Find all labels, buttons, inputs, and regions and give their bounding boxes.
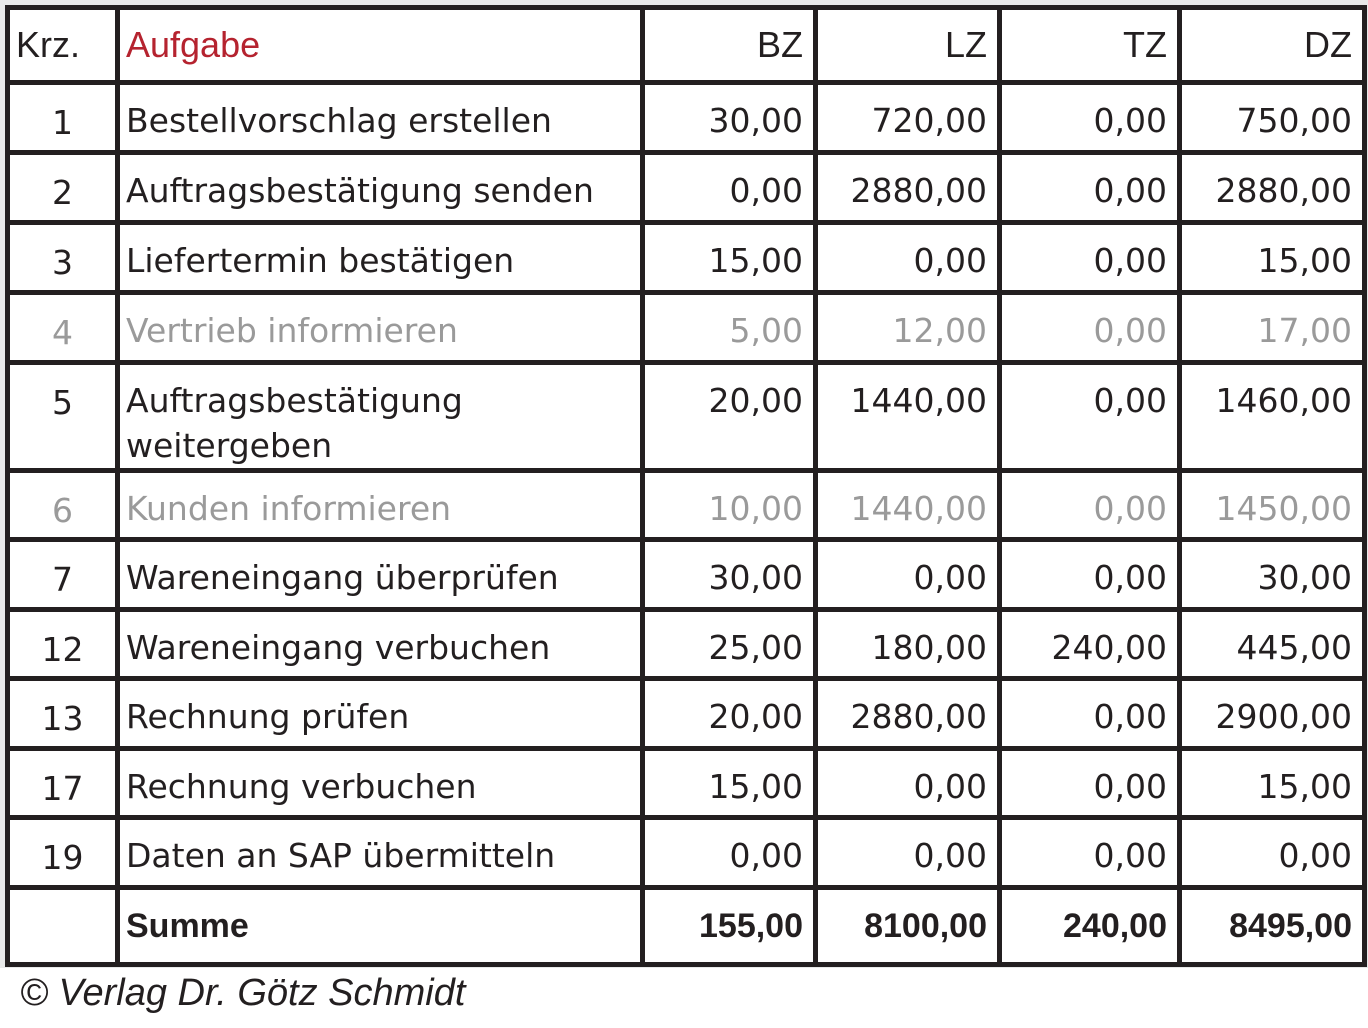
row-aufgabe: Bestellvorschlag erstellen	[115, 80, 645, 155]
row-krz: 17	[5, 746, 120, 821]
row-lz: 0,00	[813, 220, 1002, 295]
row-lz: 0,00	[813, 537, 1002, 613]
header-bz: BZ	[640, 5, 818, 85]
row-bz: 10,00	[640, 468, 818, 543]
row-lz: 1440,00	[813, 359, 1002, 474]
row-tz: 0,00	[997, 746, 1182, 821]
task-time-table: Krz. Aufgabe BZ LZ TZ DZ 1 Bestellvorschl…	[5, 5, 1367, 968]
row-lz: 0,00	[813, 815, 1002, 891]
row-aufgabe: Auftragsbestätigung senden	[115, 150, 645, 225]
sum-lz: 8100,00	[813, 885, 1002, 968]
row-krz: 2	[5, 150, 120, 225]
header-aufgabe: Aufgabe	[115, 5, 645, 85]
row-dz: 1460,00	[1177, 359, 1367, 474]
row-aufgabe: Wareneingang überprüfen	[115, 537, 645, 613]
row-bz: 20,00	[640, 359, 818, 474]
table-row: 1 Bestellvorschlag erstellen 30,00 720,00 0,…	[5, 80, 1367, 155]
row-tz: 0,00	[997, 80, 1182, 155]
table-row: 6 Kunden informieren 10,00 1440,00 0,00 1450,…	[5, 468, 1367, 543]
row-krz: 19	[5, 815, 120, 891]
row-krz: 4	[5, 290, 120, 365]
sum-krz	[5, 885, 120, 968]
table-row: 5 Auftragsbestätigung weitergeben 20,00 144…	[5, 359, 1367, 474]
row-bz: 5,00	[640, 290, 818, 365]
row-krz: 7	[5, 537, 120, 613]
header-dz: DZ	[1177, 5, 1367, 85]
row-bz: 20,00	[640, 676, 818, 752]
row-tz: 0,00	[997, 359, 1182, 474]
row-aufgabe: Wareneingang verbuchen	[115, 607, 645, 682]
row-krz: 13	[5, 676, 120, 752]
row-dz: 15,00	[1177, 220, 1367, 295]
table-row: 19 Daten an SAP übermitteln 0,00 0,00 0,00 0,…	[5, 815, 1367, 891]
row-tz: 0,00	[997, 676, 1182, 752]
row-krz: 12	[5, 607, 120, 682]
row-dz: 15,00	[1177, 746, 1367, 821]
row-tz: 0,00	[997, 220, 1182, 295]
table-row: 7 Wareneingang überprüfen 30,00 0,00 0,00 30,…	[5, 537, 1367, 613]
row-bz: 30,00	[640, 537, 818, 613]
row-bz: 0,00	[640, 150, 818, 225]
table-row: 4 Vertrieb informieren 5,00 12,00 0,00 17,00	[5, 290, 1367, 365]
table-row: 13 Rechnung prüfen 20,00 2880,00 0,00 2900,00	[5, 676, 1367, 752]
sum-row: Summe 155,00 8100,00 240,00 8495,00	[5, 885, 1367, 968]
row-dz: 750,00	[1177, 80, 1367, 155]
row-aufgabe: Rechnung verbuchen	[115, 746, 645, 821]
copyright-footer: © Verlag Dr. Götz Schmidt	[20, 972, 466, 1014]
table-row: 3 Liefertermin bestätigen 15,00 0,00 0,00 15,…	[5, 220, 1367, 295]
row-dz: 445,00	[1177, 607, 1367, 682]
row-dz: 1450,00	[1177, 468, 1367, 543]
row-tz: 240,00	[997, 607, 1182, 682]
row-aufgabe: Rechnung prüfen	[115, 676, 645, 752]
row-krz: 6	[5, 468, 120, 543]
sum-tz: 240,00	[997, 885, 1182, 968]
row-aufgabe: Vertrieb informieren	[115, 290, 645, 365]
row-lz: 180,00	[813, 607, 1002, 682]
row-dz: 2880,00	[1177, 150, 1367, 225]
row-tz: 0,00	[997, 815, 1182, 891]
row-bz: 0,00	[640, 815, 818, 891]
row-tz: 0,00	[997, 150, 1182, 225]
row-krz: 1	[5, 80, 120, 155]
row-lz: 720,00	[813, 80, 1002, 155]
row-krz: 5	[5, 359, 120, 474]
table-row: 2 Auftragsbestätigung senden 0,00 2880,00 0,…	[5, 150, 1367, 225]
row-tz: 0,00	[997, 290, 1182, 365]
row-lz: 2880,00	[813, 150, 1002, 225]
row-bz: 15,00	[640, 220, 818, 295]
row-bz: 25,00	[640, 607, 818, 682]
row-aufgabe: Auftragsbestätigung weitergeben	[115, 359, 645, 474]
row-dz: 2900,00	[1177, 676, 1367, 752]
row-lz: 2880,00	[813, 676, 1002, 752]
header-tz: TZ	[997, 5, 1182, 85]
row-lz: 0,00	[813, 746, 1002, 821]
table-row: 17 Rechnung verbuchen 15,00 0,00 0,00 15,00	[5, 746, 1367, 821]
row-dz: 30,00	[1177, 537, 1367, 613]
header-row: Krz. Aufgabe BZ LZ TZ DZ	[5, 5, 1367, 85]
row-lz: 12,00	[813, 290, 1002, 365]
row-bz: 15,00	[640, 746, 818, 821]
row-krz: 3	[5, 220, 120, 295]
header-krz: Krz.	[5, 5, 120, 85]
sum-bz: 155,00	[640, 885, 818, 968]
sum-dz: 8495,00	[1177, 885, 1367, 968]
row-aufgabe: Kunden informieren	[115, 468, 645, 543]
row-dz: 0,00	[1177, 815, 1367, 891]
row-aufgabe: Daten an SAP übermitteln	[115, 815, 645, 891]
row-tz: 0,00	[997, 537, 1182, 613]
table-row: 12 Wareneingang verbuchen 25,00 180,00 240,0…	[5, 607, 1367, 682]
row-tz: 0,00	[997, 468, 1182, 543]
row-bz: 30,00	[640, 80, 818, 155]
row-aufgabe: Liefertermin bestätigen	[115, 220, 645, 295]
sum-label: Summe	[115, 885, 645, 968]
row-lz: 1440,00	[813, 468, 1002, 543]
row-dz: 17,00	[1177, 290, 1367, 365]
header-lz: LZ	[813, 5, 1002, 85]
